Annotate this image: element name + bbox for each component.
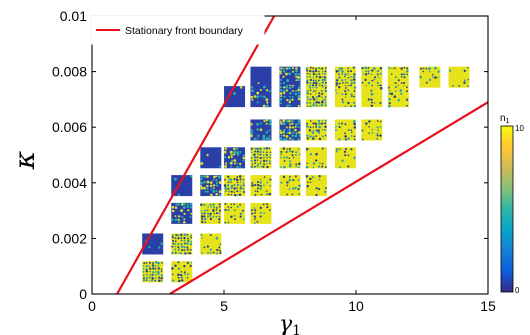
pattern-thumbnail: [279, 119, 301, 141]
x-tick-label: 15: [480, 298, 496, 314]
boundary-lines: [116, 16, 488, 294]
pattern-thumbnail: [387, 85, 409, 108]
colorbar-title: n1: [500, 113, 510, 125]
pattern-thumbnails: [142, 66, 470, 283]
boundary-line: [116, 16, 276, 294]
pattern-thumbnail: [200, 147, 222, 169]
pattern-thumbnail: [171, 261, 193, 283]
pattern-thumbnail: [170, 202, 193, 224]
pattern-thumbnail: [223, 147, 246, 169]
y-axis-label: κ: [8, 151, 41, 170]
colorbar: n1 10 0: [500, 113, 524, 295]
pattern-thumbnail: [334, 119, 357, 141]
pattern-thumbnail: [305, 174, 327, 197]
legend-label: Stationary front boundary: [125, 25, 244, 37]
pattern-thumbnail: [387, 66, 409, 88]
pattern-thumbnail: [250, 175, 272, 197]
legend-box: [91, 15, 265, 45]
x-axis-label: γ1: [279, 312, 301, 335]
pattern-thumbnail: [224, 202, 246, 224]
pattern-thumbnail: [250, 119, 272, 141]
y-tick-label: 0.002: [52, 230, 87, 246]
pattern-thumbnail: [361, 86, 383, 108]
plot-area-frame: [91, 15, 489, 295]
pattern-thumbnail: [305, 147, 327, 169]
pattern-thumbnail: [305, 119, 327, 141]
pattern-thumbnail: [361, 119, 383, 141]
pattern-thumbnail: [200, 233, 222, 255]
x-tick-label: 5: [220, 298, 228, 314]
pattern-thumbnail: [200, 202, 222, 224]
pattern-thumbnail: [305, 66, 328, 88]
pattern-thumbnail: [305, 86, 328, 108]
pattern-thumbnail: [361, 66, 383, 88]
pattern-thumbnail: [224, 86, 246, 108]
colorbar-min-label: 0: [515, 286, 520, 295]
pattern-thumbnail: [250, 85, 272, 108]
pattern-thumbnail: [250, 202, 272, 224]
pattern-thumbnail: [448, 66, 470, 88]
pattern-thumbnail: [250, 66, 272, 88]
x-axis: 0 5 10 15: [88, 16, 496, 314]
y-axis: 0 0.002 0.004 0.006 0.008 0.01: [52, 8, 488, 302]
legend: Stationary front boundary: [91, 15, 265, 45]
colorbar-max-label: 10: [515, 124, 524, 133]
pattern-thumbnail: [279, 86, 301, 108]
pattern-thumbnail: [200, 175, 222, 197]
pattern-thumbnail: [279, 66, 301, 88]
y-tick-label: 0.004: [52, 175, 87, 191]
boundary-line: [169, 101, 488, 294]
y-tick-label: 0: [79, 286, 87, 302]
pattern-thumbnail: [223, 175, 246, 197]
pattern-thumbnail: [250, 147, 272, 169]
x-tick-label: 10: [348, 298, 364, 314]
colorbar-gradient: [500, 125, 514, 293]
pattern-thumbnail: [279, 147, 301, 169]
y-tick-label: 0.006: [52, 119, 87, 135]
pattern-thumbnail: [334, 85, 357, 108]
pattern-thumbnail: [334, 66, 356, 88]
pattern-thumbnail: [142, 261, 164, 283]
pattern-thumbnail: [279, 175, 301, 197]
pattern-thumbnail: [334, 147, 356, 169]
x-tick-label: 0: [88, 298, 96, 314]
y-tick-label: 0.008: [52, 64, 87, 80]
y-tick-label: 0.01: [60, 8, 87, 24]
pattern-thumbnail: [171, 233, 193, 255]
pattern-thumbnail: [419, 66, 441, 88]
